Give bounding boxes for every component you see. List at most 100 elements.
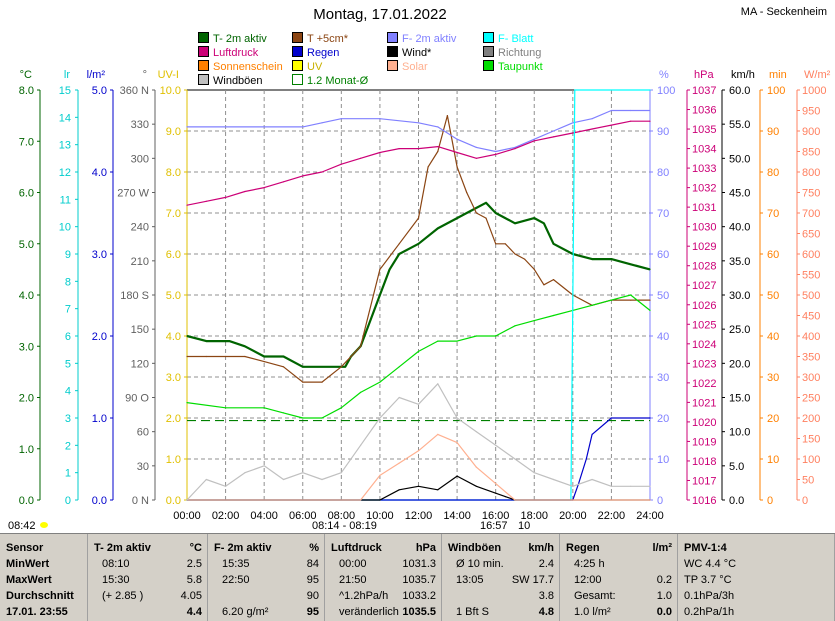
x-tick-label: 10:00 — [366, 510, 394, 522]
data-point-f-2m-aktiv — [456, 138, 458, 140]
data-point-windb-en — [340, 472, 342, 474]
axis-tick-label-lr: 1 — [65, 468, 71, 480]
data-point-t-5cm- — [225, 355, 227, 358]
stats-cell-value: 1031.3 — [402, 558, 436, 570]
data-point-f-2m-aktiv — [630, 109, 632, 112]
legend-label: Sonnenschein — [213, 61, 283, 73]
data-point-t-5cm- — [263, 361, 265, 363]
axis-tick-label-solar: 100 — [802, 454, 820, 466]
legend-swatch — [483, 60, 494, 71]
stats-cell: MaxWert — [6, 574, 52, 586]
stats-cell-value: 95 — [306, 606, 319, 618]
axis-tick-label-rain: 1.0 — [92, 413, 107, 425]
legend-swatch — [198, 60, 209, 71]
data-point-windb-en — [244, 472, 246, 474]
stats-cell-label: 4:25 h — [574, 558, 605, 570]
legend-swatch — [387, 60, 398, 71]
data-point-t-5cm- — [379, 268, 381, 270]
stats-cell-value: 84 — [306, 558, 319, 570]
data-point-t-2m-aktiv — [205, 340, 207, 342]
data-point-regen — [591, 433, 593, 435]
axis-tick-label-hum: 70 — [657, 208, 669, 220]
legend-label: T- 2m aktiv — [213, 33, 267, 45]
axis-tick-label-dir: 360 N — [120, 85, 149, 97]
stats-cell-label: 08:10 — [102, 558, 130, 570]
stats-cell-value: 2.4 — [538, 558, 554, 570]
x-tick-label: 00:00 — [173, 510, 201, 522]
x-tick-label: 12:00 — [405, 510, 433, 522]
x-tick-label: 22:00 — [598, 510, 626, 522]
stats-unit: % — [309, 542, 319, 554]
axis-unit-hum: % — [659, 69, 669, 81]
data-point-luftdruck — [591, 128, 593, 130]
axis-tick-label-press: 1034 — [692, 144, 716, 156]
axis-tick-label-wind: 40.0 — [729, 222, 750, 234]
axis-tick-label-dir: 30 — [137, 461, 149, 473]
data-point-windb-en — [398, 396, 400, 399]
data-point-taupunkt — [591, 304, 593, 306]
legend-swatch — [198, 32, 209, 43]
axis-tick-label-dir: 240 — [131, 222, 149, 234]
legend-entry: T +5cm* — [292, 32, 348, 45]
axis-tick-label-hum: 20 — [657, 413, 669, 425]
data-point-f-2m-aktiv — [495, 150, 497, 153]
x-tick-label: 18:00 — [520, 510, 548, 522]
legend-swatch — [198, 46, 209, 57]
data-point-windb-en — [610, 485, 613, 487]
axis-tick-label-press: 1026 — [692, 300, 716, 312]
axis-tick-label-press: 1027 — [692, 280, 716, 292]
axis-tick-label-solar: 1000 — [802, 85, 826, 97]
data-point-f-2m-aktiv — [417, 122, 420, 124]
legend-entry: Regen — [292, 46, 339, 59]
data-point-t-2m-aktiv — [504, 217, 506, 219]
axis-tick-label-hum: 90 — [657, 126, 669, 138]
data-point-luftdruck — [360, 157, 362, 159]
data-point-f-2m-aktiv — [263, 126, 265, 128]
axis-tick-label-lr: 12 — [59, 167, 71, 179]
data-point-t-2m-aktiv — [533, 217, 535, 219]
axis-tick-label-lr: 3 — [65, 413, 71, 425]
axis-tick-label-lr: 9 — [65, 249, 71, 261]
axis-tick-label-wind: 0.0 — [729, 495, 744, 507]
data-point-t-2m-aktiv — [398, 253, 400, 255]
data-point-f-2m-aktiv — [591, 118, 593, 120]
axis-unit-uv: UV-I — [158, 69, 179, 81]
legend-entry: Luftdruck — [198, 46, 258, 59]
axis-tick-label-solar: 350 — [802, 352, 820, 364]
stats-column: T- 2m aktiv °C 08:10 2.5 15:30 5.8 (+ 2.85 ) 4.… — [88, 534, 208, 621]
data-point-f-2m-aktiv — [437, 126, 439, 128]
axis-tick-label-solar: 0 — [802, 495, 808, 507]
data-point-wind- — [398, 489, 400, 491]
axis-tick-label-hum: 40 — [657, 331, 669, 343]
data-point-luftdruck — [379, 151, 381, 154]
stats-cell-value: 0.2 — [656, 574, 672, 586]
data-point-luftdruck — [610, 124, 613, 126]
data-point-t-5cm- — [321, 381, 323, 383]
axis-tick-label-wind: 50.0 — [729, 153, 750, 165]
data-point-taupunkt — [417, 350, 420, 352]
data-point-t-5cm- — [466, 191, 468, 194]
data-point-luftdruck — [514, 148, 516, 150]
data-point-t-5cm- — [514, 253, 516, 255]
data-point-luftdruck — [417, 148, 420, 150]
data-point-luftdruck — [186, 204, 188, 206]
legend-label: Taupunkt — [498, 61, 543, 73]
axis-tick-label-lr: 15 — [59, 85, 71, 97]
data-point-taupunkt — [360, 391, 362, 393]
data-point-taupunkt — [302, 417, 304, 419]
stats-column: F- 2m aktiv% 15:35 84 22:50 95 90 6.20 g/m² 95 — [208, 534, 325, 621]
stats-cell-label: 15:35 — [222, 558, 250, 570]
chart-title: Montag, 17.01.2022 — [313, 6, 447, 23]
data-point-t-2m-aktiv — [552, 243, 555, 245]
legend-swatch — [292, 32, 303, 43]
data-point-windb-en — [379, 417, 381, 419]
axis-tick-label-uv: 8.0 — [166, 167, 181, 179]
data-point-t-2m-aktiv — [630, 263, 632, 265]
data-point-taupunkt — [398, 366, 400, 368]
statistics-table: Sensor MinWert MaxWert Durchschnitt 17.01. 2… — [0, 533, 835, 621]
legend-swatch — [292, 74, 303, 85]
stats-cell-label: veränderlich — [339, 606, 399, 618]
stats-cell-label: 1 Bft S — [456, 606, 490, 618]
data-point-taupunkt — [282, 412, 285, 414]
data-point-taupunkt — [649, 309, 651, 311]
